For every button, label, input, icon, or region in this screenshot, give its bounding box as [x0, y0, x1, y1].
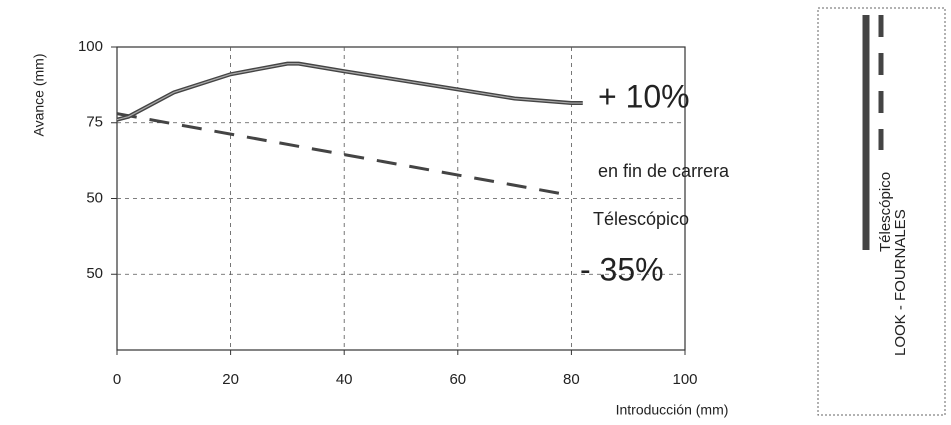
- y-axis-label: Avance (mm): [31, 54, 47, 137]
- annotation: Télescópico: [593, 209, 689, 229]
- annotation: - 35%: [580, 251, 664, 287]
- x-tick-label: 100: [672, 371, 697, 388]
- legend-box: [817, 7, 946, 416]
- annotation: + 10%: [598, 78, 690, 114]
- legend-label: Télescópico: [877, 172, 894, 252]
- series-line-core: [116, 63, 583, 121]
- x-tick-label: 0: [113, 371, 121, 388]
- x-tick-label: 40: [336, 371, 353, 388]
- y-tick-label: 50: [86, 265, 103, 282]
- series-line: [116, 112, 572, 197]
- annotation: en fin de carrera: [598, 161, 730, 181]
- y-tick-label: 75: [86, 114, 103, 131]
- x-tick-label: 80: [563, 371, 580, 388]
- y-tick-label: 50: [86, 189, 103, 206]
- x-axis-label: Introducción (mm): [616, 402, 729, 418]
- x-tick-label: 20: [222, 371, 239, 388]
- y-tick-label: 100: [78, 38, 103, 55]
- legend-label: LOOK - FOURNALES: [892, 209, 909, 356]
- x-tick-label: 60: [449, 371, 466, 388]
